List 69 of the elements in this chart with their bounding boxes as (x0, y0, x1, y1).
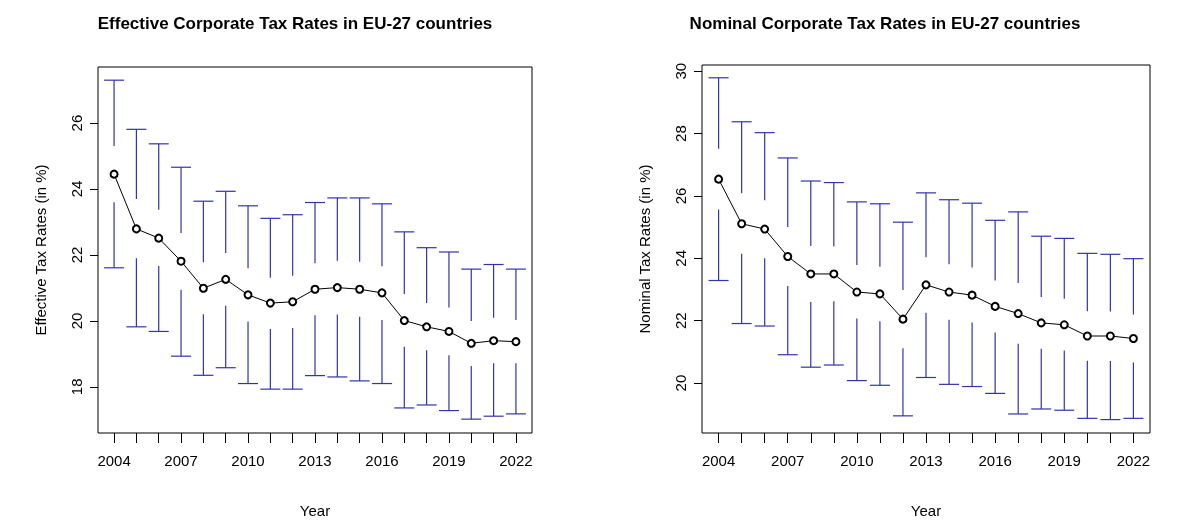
point (967, 290, 977, 300)
x-tick-label: 2013 (298, 452, 332, 469)
point (154, 233, 164, 243)
y-tick-label: 20 (672, 374, 689, 392)
point (399, 316, 409, 326)
point (1105, 331, 1115, 341)
x-tick-label: 2004 (701, 452, 736, 469)
point (131, 224, 141, 234)
point (355, 284, 365, 294)
point (466, 338, 476, 348)
y-axis-title: Effective Tax Rates (in %) (32, 164, 49, 336)
point (176, 256, 186, 266)
point (714, 174, 724, 184)
point (288, 297, 298, 307)
point (990, 301, 1000, 311)
point (1059, 320, 1069, 330)
x-axis-title: Year (299, 502, 331, 519)
chart-title: Nominal Corporate Tax Rates in EU-27 countries (689, 14, 1081, 33)
x-tick-label: 2010 (231, 452, 265, 469)
point (1082, 331, 1092, 341)
y-tick-label: 20 (68, 312, 85, 330)
y-tick-label: 26 (68, 114, 85, 132)
y-tick-label: 30 (672, 62, 689, 80)
x-tick-label: 2019 (432, 452, 466, 469)
point (265, 298, 275, 308)
point (221, 274, 231, 284)
point (875, 289, 885, 299)
point (898, 314, 908, 324)
x-tick-label: 2016 (978, 452, 1012, 469)
y-tick-label: 28 (672, 125, 689, 142)
x-tick-label: 2010 (840, 452, 874, 469)
point (944, 287, 954, 297)
x-tick-label: 2013 (909, 452, 943, 469)
x-axis-title: Year (910, 502, 942, 519)
point (332, 283, 342, 293)
x-tick-label: 2022 (499, 452, 533, 469)
point (198, 283, 208, 293)
point (489, 336, 499, 346)
y-tick-label: 26 (672, 187, 689, 205)
point (806, 269, 816, 279)
point (760, 224, 770, 234)
point (829, 269, 839, 279)
y-tick-label: 22 (68, 246, 85, 264)
x-tick-label: 2016 (365, 452, 399, 469)
x-tick-label: 2022 (1116, 452, 1151, 469)
y-tick-label: 18 (68, 378, 85, 396)
x-tick-label: 2019 (1047, 452, 1081, 469)
point (737, 219, 747, 229)
point (921, 280, 931, 290)
point (243, 290, 253, 300)
point (109, 169, 119, 179)
point (422, 322, 432, 332)
point (1036, 318, 1046, 328)
point (511, 337, 521, 347)
point (852, 287, 862, 297)
point (377, 288, 387, 298)
y-tick-label: 24 (672, 250, 689, 267)
point (783, 251, 793, 261)
x-tick-label: 2007 (771, 452, 805, 469)
x-tick-label: 2004 (97, 452, 131, 469)
chart-title: Effective Corporate Tax Rates in EU-27 countries (97, 14, 493, 33)
point (1128, 334, 1138, 343)
y-tick-label: 22 (672, 312, 689, 330)
y-axis-title: Nominal Tax Rates (in %) (636, 164, 653, 334)
x-tick-label: 2007 (164, 452, 198, 469)
point (1013, 309, 1023, 319)
point (310, 284, 320, 294)
y-tick-label: 24 (68, 180, 85, 198)
point (444, 326, 454, 336)
